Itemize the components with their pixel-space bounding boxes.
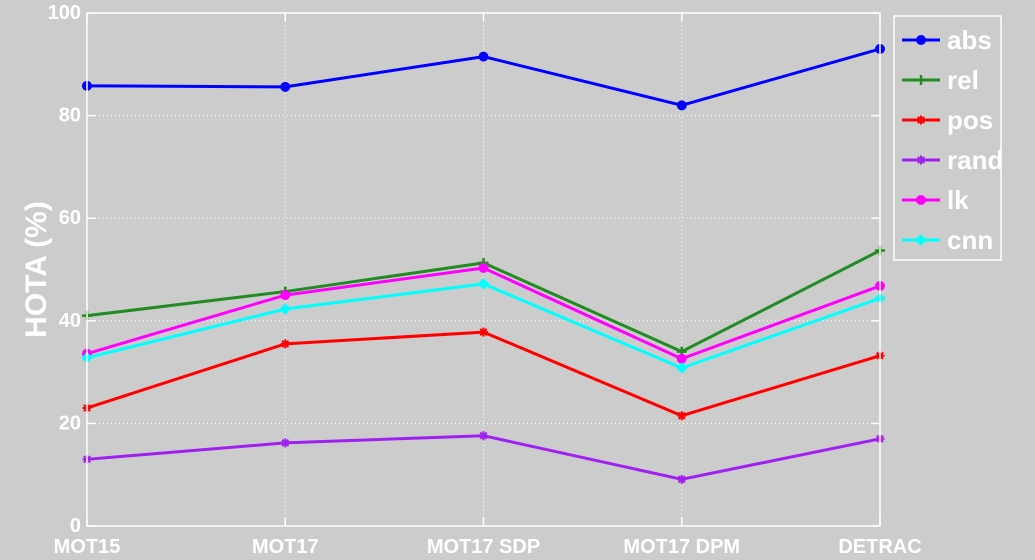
grid-lines xyxy=(87,13,880,526)
legend-marker xyxy=(916,195,926,205)
legend-label: lk xyxy=(947,185,969,215)
legend-marker xyxy=(916,155,926,165)
legend-box xyxy=(893,15,1002,261)
y-tick-label: 100 xyxy=(48,2,81,24)
data-point-cnn xyxy=(477,278,490,290)
legend-label: cnn xyxy=(947,225,993,255)
y-tick-label: 80 xyxy=(59,105,81,127)
series-lk xyxy=(82,262,885,364)
x-tick-label: MOT17 SDP xyxy=(427,536,540,558)
legend-entry-cnn: cnn xyxy=(902,225,993,255)
legend-label: rel xyxy=(947,65,979,95)
data-point-abs xyxy=(478,51,489,62)
series-abs xyxy=(82,43,885,111)
data-point-pos xyxy=(479,327,488,337)
data-point-pos xyxy=(677,411,687,421)
legend-label: pos xyxy=(947,105,993,135)
data-point-lk xyxy=(676,353,687,364)
y-tick-label: 60 xyxy=(59,207,81,229)
series-layer xyxy=(81,43,886,484)
axes: 0 20 40 60 80 100 MOT15 MOT17 MOT17 SDP MOT17 DPM… xyxy=(48,2,922,558)
legend-marker xyxy=(916,115,926,125)
x-tick-label: MOT17 xyxy=(252,536,319,558)
legend-label: rand xyxy=(947,145,1003,175)
y-tick-label: 20 xyxy=(59,412,81,434)
data-point-rand xyxy=(677,474,687,484)
legend-entry-rel: rel xyxy=(902,65,979,95)
series-cnn xyxy=(81,278,886,374)
data-point-abs xyxy=(280,81,291,92)
data-point-abs xyxy=(676,100,687,111)
data-point-pos xyxy=(280,339,290,349)
y-tick-label: 0 xyxy=(70,515,81,537)
legend-marker xyxy=(915,234,927,246)
data-point-lk xyxy=(478,262,489,273)
data-point-cnn xyxy=(676,362,688,374)
legend-entry-rand: rand xyxy=(902,145,1003,175)
y-axis-title: HOTA (%) xyxy=(20,201,53,338)
legend: abs rel pos rand lk cnn xyxy=(893,15,1003,261)
legend-entry-pos: pos xyxy=(902,105,993,135)
legend-label: abs xyxy=(947,25,992,55)
data-point-cnn xyxy=(279,303,291,315)
data-point-lk xyxy=(280,290,291,301)
legend-entry-lk: lk xyxy=(902,185,969,215)
legend-marker xyxy=(916,75,926,85)
legend-entry-abs: abs xyxy=(902,25,992,55)
x-tick-label: MOT15 xyxy=(54,536,121,558)
y-tick-label: 40 xyxy=(59,310,81,332)
data-point-rand xyxy=(479,431,488,441)
x-tick-label: DETRAC xyxy=(838,536,921,558)
data-point-rand xyxy=(280,438,290,448)
legend-marker xyxy=(916,35,926,45)
x-tick-label: MOT17 DPM xyxy=(623,536,740,558)
